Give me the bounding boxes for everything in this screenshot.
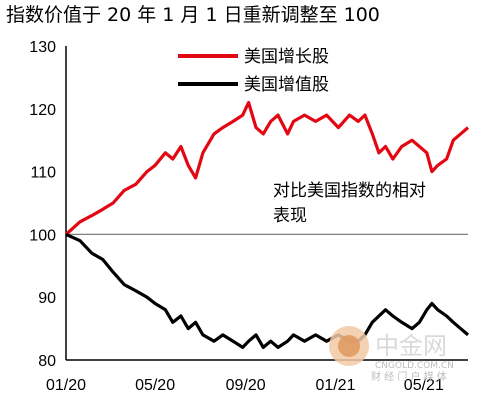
- watermark-logo: 中金网 CNGOLD.COM.CN 财 经 门 户 媒 体: [329, 326, 454, 383]
- x-tick-label: 09/20: [226, 377, 266, 394]
- legend-label: 美国增值股: [244, 75, 329, 95]
- annotation-line: 表现: [273, 206, 307, 226]
- y-tick-label: 90: [38, 290, 56, 307]
- series-line-growth: [64, 100, 470, 236]
- axes: 80 90 100 110 120 130 01/20 05/20 09/20 01/21 05/2…: [29, 39, 468, 394]
- watermark-site: CNGOLD.COM.CN: [375, 361, 454, 371]
- watermark-inner-icon: [338, 335, 360, 357]
- x-tick-label: 01/20: [46, 377, 86, 394]
- watermark-brand: 中金网: [375, 332, 447, 360]
- y-tick-label: 120: [29, 102, 56, 119]
- x-tick-label: 05/21: [404, 377, 444, 394]
- x-tick-label: 05/20: [135, 377, 175, 394]
- y-tick-label: 80: [38, 353, 56, 370]
- legend-label: 美国增长股: [244, 47, 329, 67]
- y-tick-label: 100: [29, 227, 56, 244]
- y-tick-label: 110: [30, 165, 56, 182]
- y-tick-label: 130: [29, 39, 56, 56]
- x-tick-label: 01/21: [315, 377, 355, 394]
- watermark: 中金网 CNGOLD.COM.CN 财 经 门 户 媒 体: [325, 318, 475, 388]
- watermark-tagline: 财 经 门 户 媒 体: [371, 370, 447, 383]
- annotation-line: 对比美国指数的相对: [273, 181, 426, 201]
- chart-title: 指数价值于 20 年 1 月 1 日重新调整至 100: [6, 4, 380, 26]
- series-group: [64, 100, 470, 349]
- series-line-value: [65, 232, 470, 349]
